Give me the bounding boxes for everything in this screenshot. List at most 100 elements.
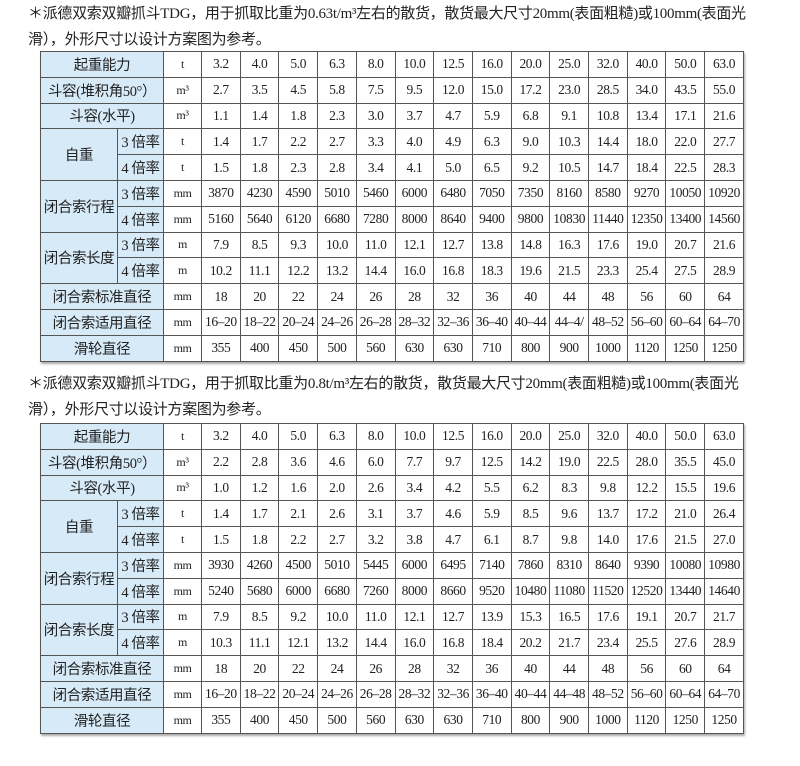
table-2-caption: ＊派德双索双瓣抓斗TDG，用于抓取比重为0.8t/m³左右的散货，散货最大尺寸2… — [28, 376, 739, 418]
value-cell: 24–26 — [317, 680, 357, 708]
value-cell: 2.6 — [355, 474, 396, 502]
value-cell: 800 — [510, 334, 551, 362]
unit-cell: mm — [163, 205, 202, 233]
value-cell: 63.0 — [704, 51, 744, 78]
value-cell: 4.2 — [433, 474, 473, 502]
value-cell: 8640 — [433, 205, 473, 233]
table-row: 闭合索适用直径 mm 16–20 18–22 20–24 24–26 26–28 28–32 3… — [40, 308, 744, 336]
value-cell: 17.6 — [626, 526, 667, 553]
value-cell: 10.2 — [201, 257, 241, 285]
value-cell: 5460 — [355, 179, 396, 207]
value-cell: 2.7 — [317, 128, 357, 156]
value-cell: 25.0 — [549, 51, 590, 78]
value-cell: 2.2 — [201, 448, 241, 476]
value-cell: 1250 — [665, 706, 706, 734]
value-cell: 18 — [201, 283, 241, 310]
row-sub-label: 4 倍率 — [117, 154, 164, 181]
unit-cell: t — [163, 128, 202, 156]
value-cell: 64–70 — [704, 308, 744, 336]
value-cell: 1.5 — [201, 154, 241, 181]
value-cell: 21.7 — [549, 629, 590, 657]
value-cell: 8.5 — [239, 231, 280, 259]
value-cell: 2.6 — [317, 500, 357, 528]
value-cell: 32 — [433, 655, 473, 682]
table-row: 自重 3 倍率 t 1.4 1.7 2.1 2.6 3.1 3.7 4.6 5.9 8.5 9.6 13.… — [40, 500, 744, 553]
value-cell: 500 — [317, 706, 357, 734]
value-cell: 6680 — [317, 577, 357, 605]
value-cell: 4.6 — [433, 500, 473, 528]
table-row: 4 倍率 mm 5160 5640 6120 6680 7280 8000 8640 9400 98… — [41, 205, 744, 233]
value-cell: 5.0 — [278, 423, 319, 450]
value-cell: 1.4 — [201, 500, 241, 528]
value-cell: 400 — [239, 706, 280, 734]
value-cell: 11.0 — [355, 231, 396, 259]
value-cell: 28–32 — [394, 308, 435, 336]
row-label: 斗容(水平) — [40, 474, 164, 502]
value-cell: 10.0 — [394, 51, 435, 78]
value-cell: 10.3 — [201, 629, 241, 657]
value-cell: 4500 — [278, 551, 319, 579]
value-cell: 355 — [201, 334, 241, 362]
row-label: 起重能力 — [40, 51, 164, 78]
value-cell: 16.0 — [394, 629, 435, 657]
unit-cell: mm — [163, 706, 202, 734]
value-cell: 34.0 — [626, 76, 667, 104]
value-cell: 21.6 — [704, 102, 744, 130]
row-label: 起重能力 — [40, 423, 164, 450]
row-group-label: 闭合索行程 — [40, 551, 118, 605]
value-cell: 3.2 — [355, 526, 396, 553]
value-cell: 11.0 — [355, 603, 396, 631]
value-cell: 10.0 — [394, 423, 435, 450]
value-cell: 10480 — [510, 577, 551, 605]
value-cell: 5.0 — [278, 51, 319, 78]
value-cell: 2.2 — [278, 128, 319, 156]
row-sub-label: 4 倍率 — [117, 257, 164, 285]
value-cell: 6680 — [317, 205, 357, 233]
value-cell: 22.5 — [665, 154, 706, 181]
value-cell: 40 — [510, 655, 551, 682]
value-cell: 6495 — [433, 551, 473, 579]
value-cell: 64 — [704, 655, 744, 682]
value-cell: 63.0 — [704, 423, 744, 450]
value-cell: 710 — [471, 334, 512, 362]
value-cell: 9.8 — [549, 526, 590, 553]
row-sub-label: 3 倍率 — [117, 231, 164, 259]
value-cell: 11080 — [549, 577, 590, 605]
value-cell: 12.7 — [433, 231, 473, 259]
row-sub-label: 4 倍率 — [117, 205, 164, 233]
value-cell: 27.0 — [704, 526, 744, 553]
value-cell: 13.7 — [588, 500, 628, 528]
value-cell: 19.0 — [549, 448, 590, 476]
table-row: 4 倍率 mm 5240 5680 6000 6680 7260 8000 8660 9520 10… — [41, 577, 744, 605]
value-cell: 4.5 — [278, 76, 319, 104]
row-group-label: 自重 — [40, 128, 118, 181]
value-cell: 5.0 — [433, 154, 473, 181]
value-cell: 560 — [355, 706, 396, 734]
unit-cell: mm — [163, 308, 202, 336]
value-cell: 48 — [588, 283, 628, 310]
unit-cell: t — [163, 423, 202, 450]
value-cell: 9.7 — [433, 448, 473, 476]
value-cell: 13.2 — [317, 257, 357, 285]
value-cell: 14.4 — [588, 128, 628, 156]
value-cell: 5010 — [317, 551, 357, 579]
value-cell: 27.5 — [665, 257, 706, 285]
unit-cell: t — [163, 500, 202, 528]
value-cell: 44 — [549, 655, 590, 682]
value-cell: 23.0 — [549, 76, 590, 104]
value-cell: 9270 — [626, 179, 667, 207]
value-cell: 26–28 — [355, 308, 396, 336]
value-cell: 710 — [471, 706, 512, 734]
value-cell: 5445 — [355, 551, 396, 579]
value-cell: 16.0 — [394, 257, 435, 285]
value-cell: 4590 — [278, 179, 319, 207]
value-cell: 8000 — [394, 205, 435, 233]
table-row: 闭合索行程 3 倍率 mm 3930 4260 4500 5010 5445 6000 6495 7… — [40, 551, 744, 605]
unit-cell: mm — [163, 577, 202, 605]
table-row: 斗容(堆积角50°） m³ 2.2 2.8 3.6 4.6 6.0 7.7 9.7 12.5 14.… — [40, 448, 744, 476]
value-cell: 16–20 — [201, 680, 241, 708]
value-cell: 14.4 — [355, 629, 396, 657]
table-row: 斗容(水平) m³ 1.0 1.2 1.6 2.0 2.6 3.4 4.2 5.5 6.2 8.3 9.… — [40, 474, 744, 502]
value-cell: 3.8 — [394, 526, 435, 553]
value-cell: 26–28 — [355, 680, 396, 708]
